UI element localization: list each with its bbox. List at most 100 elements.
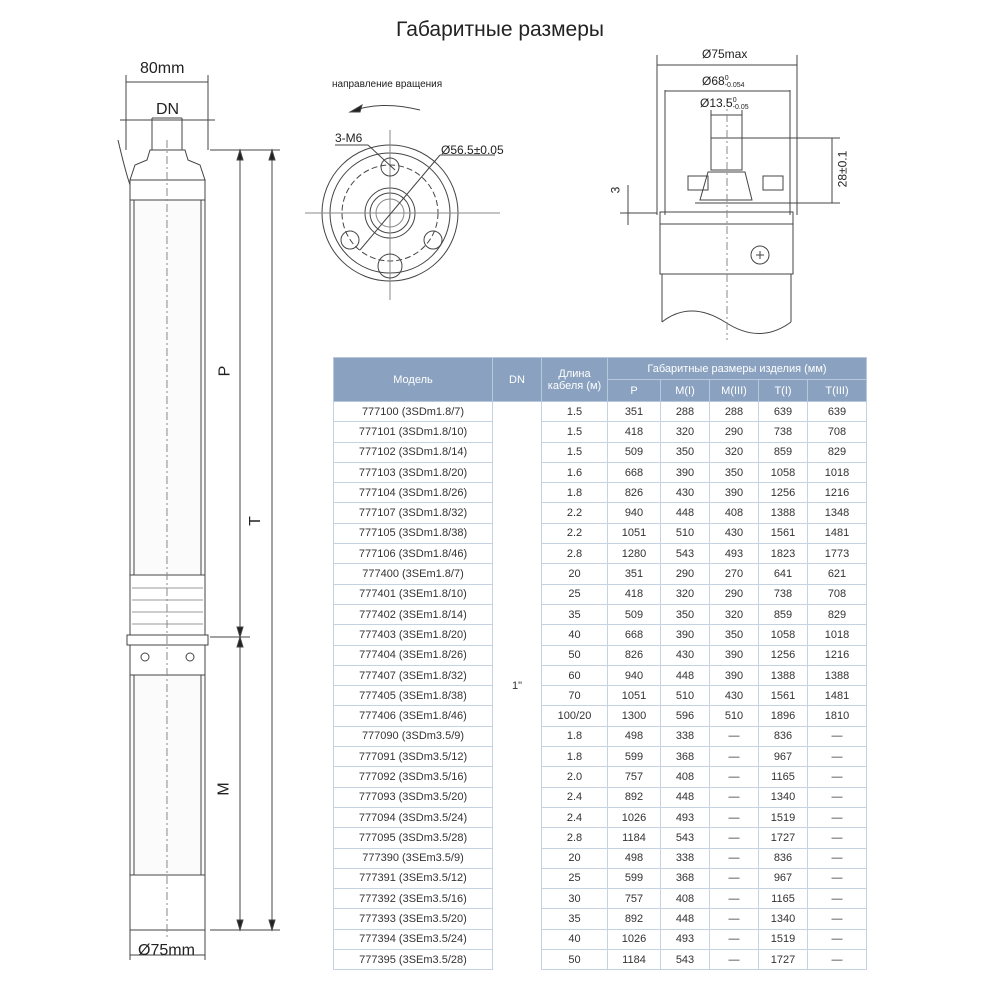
cell-t3: — <box>807 847 867 869</box>
cell-m1: 408 <box>660 766 710 788</box>
cell-t1: 1896 <box>758 705 808 727</box>
cell-cable: 2.0 <box>541 766 608 788</box>
dim-dia-13-5-value: Ø13.5 <box>700 96 733 110</box>
cell-m1: 493 <box>660 928 710 951</box>
cell-t1: 1058 <box>758 461 808 484</box>
cell-m1: 338 <box>660 725 710 748</box>
cell-m1: 448 <box>660 664 710 687</box>
cell-m1: 350 <box>660 441 710 463</box>
tol-low: -0.054 <box>724 81 745 89</box>
cell-p: 668 <box>607 461 661 484</box>
table-row: 777093 (3SDm3.5/20) 2.4 892 448—1340— <box>333 786 867 808</box>
cell-p: 509 <box>607 603 661 626</box>
cell-t3: 1018 <box>807 461 867 484</box>
table-row: 777404 (3SEm1.8/26) 50 826 430 390 1256 1216 <box>333 644 867 666</box>
cell-cable: 50 <box>541 949 608 971</box>
cell-model: 777092 (3SDm3.5/16) <box>333 766 493 788</box>
cell-m3: 390 <box>709 644 759 666</box>
table-row: 777402 (3SEm1.8/14) 35 509 350 320 859 829 <box>333 603 867 626</box>
cell-m1: 338 <box>660 847 710 869</box>
cell-cable: 50 <box>541 644 608 666</box>
tol-low: -0.05 <box>732 103 749 111</box>
cell-m1: 430 <box>660 644 710 666</box>
header-dimensions: Габаритные размеры изделия (мм) <box>607 357 867 380</box>
dim-t: T <box>246 516 264 526</box>
table-row: 777405 (3SEm1.8/38) 70 1051 510 430 1561 1481 <box>333 685 867 707</box>
table-row: 777102 (3SDm1.8/14) 1.5 509 350 320 859 829 <box>333 441 867 463</box>
dim-dia-75max: Ø75max <box>702 47 748 61</box>
pump-section-view <box>620 55 840 340</box>
cell-model: 777106 (3SDm1.8/46) <box>333 543 493 565</box>
cell-model: 777404 (3SEm1.8/26) <box>333 644 493 666</box>
cell-p: 418 <box>607 583 661 605</box>
cell-m3: 510 <box>709 705 759 727</box>
cell-m1: 408 <box>660 888 710 910</box>
cell-model: 777391 (3SEm3.5/12) <box>333 867 493 890</box>
cell-m1: 368 <box>660 867 710 890</box>
table-row: 777106 (3SDm1.8/46) 2.8 1280 543 493 1823 1773 <box>333 543 867 565</box>
cell-p: 599 <box>607 867 661 890</box>
cell-cable: 1.8 <box>541 482 608 504</box>
table-row: 777403 (3SEm1.8/20) 40 668 390 350 1058 1018 <box>333 624 867 646</box>
cell-cable: 20 <box>541 563 608 585</box>
cell-model: 777395 (3SEm3.5/28) <box>333 949 493 971</box>
table-row: 777401 (3SEm1.8/10) 25 418 320 290 738 708 <box>333 583 867 605</box>
cell-m3: — <box>709 766 759 788</box>
cell-m1: 288 <box>660 400 710 423</box>
cell-model: 777105 (3SDm1.8/38) <box>333 522 493 545</box>
cell-t1: 1388 <box>758 502 808 524</box>
table-row: 777394 (3SEm3.5/24) 40 1026 493—1519— <box>333 928 867 951</box>
cell-t1: 836 <box>758 725 808 748</box>
cell-t3: 1216 <box>807 644 867 666</box>
cell-p: 418 <box>607 421 661 443</box>
cell-model: 777102 (3SDm1.8/14) <box>333 441 493 463</box>
cell-cable: 35 <box>541 603 608 626</box>
dim-dia-75mm: Ø75mm <box>138 942 195 959</box>
cell-model: 777094 (3SDm3.5/24) <box>333 806 493 829</box>
table-row: 777400 (3SEm1.8/7) 20 351 290 270 641 621 <box>333 563 867 585</box>
cell-model: 777090 (3SDm3.5/9) <box>333 725 493 748</box>
cell-cable: 70 <box>541 685 608 707</box>
cell-t1: 738 <box>758 583 808 605</box>
cell-model: 777091 (3SDm3.5/12) <box>333 746 493 768</box>
cell-t1: 1256 <box>758 644 808 666</box>
table-row: 777105 (3SDm1.8/38) 2.2 1051 510 430 1561 1481 <box>333 522 867 545</box>
table-row: 777090 (3SDm3.5/9) 1.8 498 338—836— <box>333 725 867 748</box>
cell-m3: — <box>709 827 759 849</box>
cell-m3: 430 <box>709 685 759 707</box>
cell-t1: 1727 <box>758 949 808 971</box>
cell-m1: 543 <box>660 827 710 849</box>
cell-cable: 2.2 <box>541 522 608 545</box>
cell-t1: 738 <box>758 421 808 443</box>
cell-model: 777405 (3SEm1.8/38) <box>333 685 493 707</box>
cell-m3: — <box>709 847 759 869</box>
dim-dia-56-5: Ø56.5±0.05 <box>441 143 504 157</box>
header-dn: DN <box>492 357 542 402</box>
cell-p: 1280 <box>607 543 661 565</box>
dim-dia-13-5: Ø13.50 -0.05 <box>700 96 749 111</box>
cell-m3: — <box>709 867 759 890</box>
cell-model: 777407 (3SEm1.8/32) <box>333 664 493 687</box>
cell-model: 777402 (3SEm1.8/14) <box>333 603 493 626</box>
cell-cable: 40 <box>541 624 608 646</box>
cell-m1: 596 <box>660 705 710 727</box>
cell-m3: — <box>709 888 759 910</box>
table-row: 777392 (3SEm3.5/16) 30 757 408—1165— <box>333 888 867 910</box>
header-p: P <box>607 379 661 402</box>
cell-t3: 1481 <box>807 522 867 545</box>
cell-p: 1051 <box>607 522 661 545</box>
cell-m3: — <box>709 746 759 768</box>
cell-t3: — <box>807 746 867 768</box>
cell-m3: — <box>709 806 759 829</box>
cell-t3: — <box>807 867 867 890</box>
cell-p: 1026 <box>607 806 661 829</box>
cell-model: 777401 (3SEm1.8/10) <box>333 583 493 605</box>
cell-cable: 1.6 <box>541 461 608 484</box>
cell-p: 498 <box>607 847 661 869</box>
cell-t3: — <box>807 908 867 930</box>
cell-cable: 1.8 <box>541 725 608 748</box>
cell-m1: 543 <box>660 543 710 565</box>
cell-m3: 350 <box>709 461 759 484</box>
cell-t1: 1823 <box>758 543 808 565</box>
cell-m1: 320 <box>660 421 710 443</box>
